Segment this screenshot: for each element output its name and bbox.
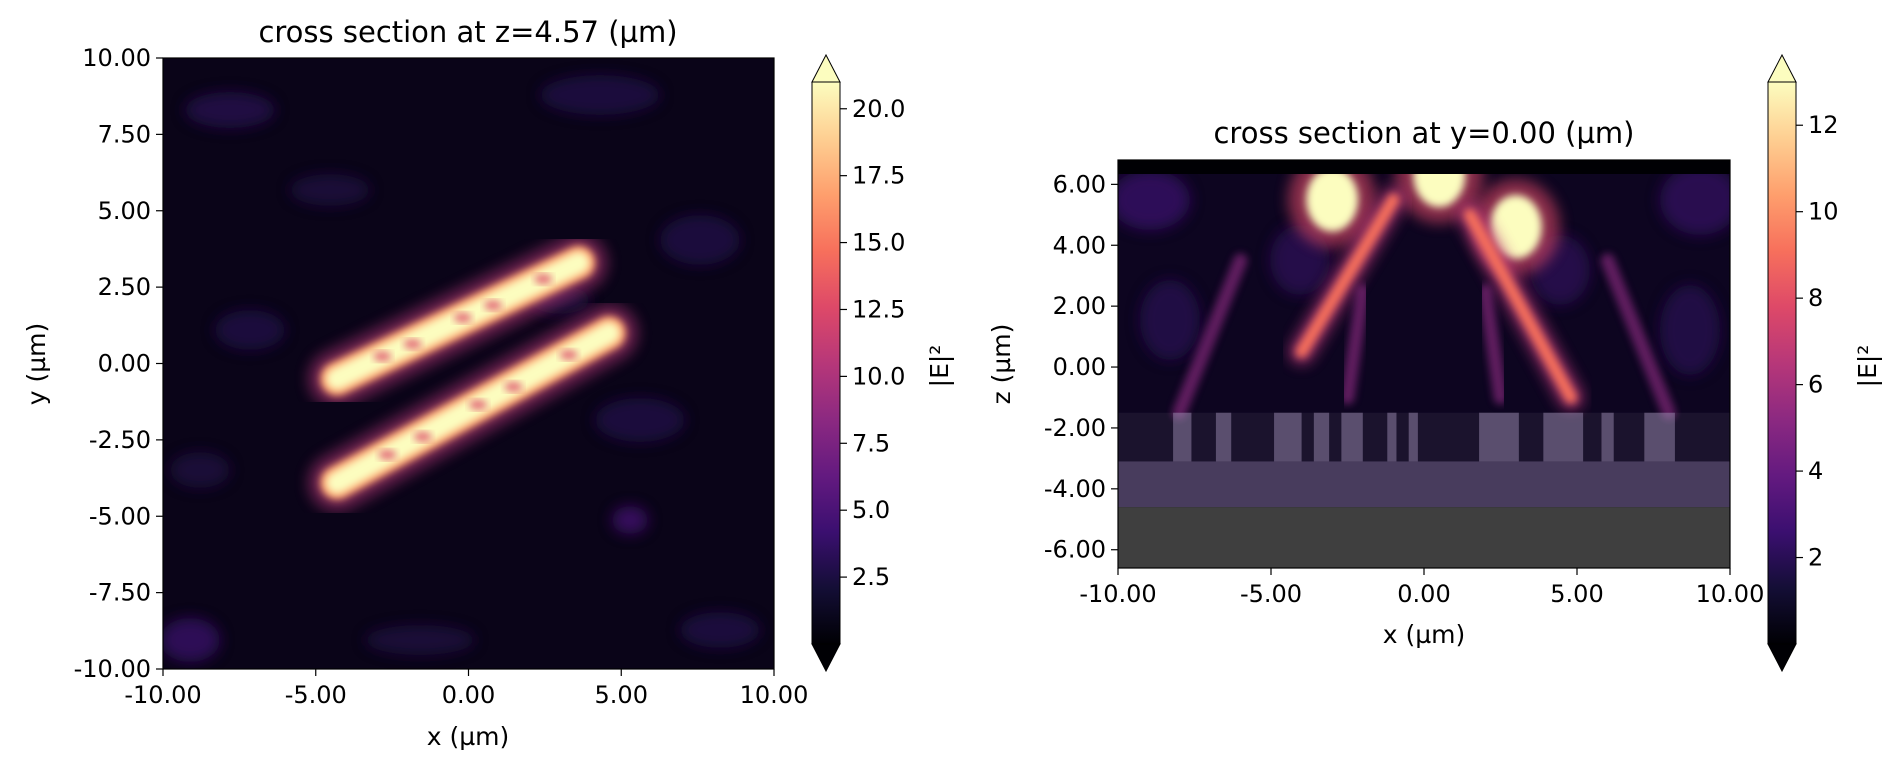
- panel-2-grating-pillar: [1543, 412, 1584, 462]
- panel-2-y-tick-label: -4.00: [1044, 475, 1106, 503]
- panel-2-colorbar-tick-label: 2: [1808, 544, 1823, 572]
- panel-2-grating-pillar: [1215, 412, 1232, 462]
- panel-2-x-tick-label: 5.00: [1550, 580, 1603, 608]
- panel-1-noise: [163, 75, 760, 662]
- panel-1-title: cross section at z=4.57 (µm): [258, 15, 677, 49]
- panel-2-colorbar-ticks: 12 10 8 6 4 2: [1796, 111, 1839, 572]
- panel-1-colorbar-bottom-extend: [811, 643, 841, 673]
- panel-2-y-tick-label: 4.00: [1053, 231, 1106, 259]
- panel-1-y-tick-label: 2.50: [98, 273, 151, 301]
- panel-2-secondary-streak: [1600, 253, 1676, 420]
- panel-1: cross section at z=4.57 (µm) -10.00 -5.00…: [22, 15, 954, 751]
- panel-1-y-tick-label: -7.50: [89, 579, 151, 607]
- panel-2-grating-pillar: [1274, 412, 1302, 462]
- panel-2-colorbar-body: [1767, 81, 1797, 645]
- panel-2-colorbar-label: |E|²: [1853, 345, 1882, 388]
- panel-1-x-tick-label: 5.00: [595, 681, 648, 709]
- panel-2-colorbar-top-extend: [1767, 53, 1797, 83]
- panel-2-x-tick-label: -10.00: [1079, 580, 1156, 608]
- panel-1-x-tick-label: 10.00: [740, 681, 809, 709]
- panel-1-y-tick-label: 0.00: [98, 350, 151, 378]
- panel-2-colorbar-tick-label: 8: [1808, 284, 1823, 312]
- panel-2-grating-pillar: [1387, 412, 1397, 462]
- panel-1-colorbar-tick-label: 20.0: [852, 95, 905, 123]
- panel-1-y-tick-label: 5.00: [98, 197, 151, 225]
- panel-1-y-tick-label: -10.00: [74, 655, 151, 683]
- panel-1-colorbar-tick-label: 10.0: [852, 362, 905, 390]
- panel-2-secondary-streak: [1172, 253, 1248, 420]
- panel-1-xlabel: x (µm): [427, 722, 510, 751]
- panel-1-background: [163, 58, 774, 669]
- panel-1-y-tick-label: 10.00: [82, 44, 151, 72]
- panel-2-secondary-streak: [1478, 283, 1508, 405]
- panel-2-field-lobes: [1172, 160, 1676, 420]
- panel-2-x-tick-label: 0.00: [1397, 580, 1450, 608]
- panel-2-feature-4: [1288, 186, 1407, 365]
- panel-1-x-tick-label: 0.00: [442, 681, 495, 709]
- panel-2-y-tick-label: 0.00: [1053, 353, 1106, 381]
- panel-2-grating-pillar: [1479, 412, 1519, 462]
- panel-1-colorbar-tick-label: 2.5: [852, 563, 890, 591]
- panel-2-y-tick-label: -6.00: [1044, 536, 1106, 564]
- panel-2-secondary-streak: [1340, 283, 1370, 405]
- panel-2-x-tick-label: 10.00: [1696, 580, 1765, 608]
- panel-2-layer: [1118, 461, 1730, 508]
- panel-2-feature-1: [1288, 160, 1377, 248]
- panel-2-grating-pillar: [1313, 412, 1330, 462]
- panel-2-grating-pillar: [1173, 412, 1192, 462]
- panel-2-colorbar: 12 10 8 6 4 2 |E|²: [1767, 53, 1882, 673]
- panel-1-colorbar-tick-label: 5.0: [852, 496, 890, 524]
- panel-2-colorbar-tick-label: 6: [1808, 371, 1823, 399]
- panel-2-grating-pillar: [1601, 412, 1614, 462]
- panel-2-colorbar-tick-label: 4: [1808, 457, 1823, 485]
- panel-2-y-tick-label: -2.00: [1044, 414, 1106, 442]
- panel-2-x-tick-label: -5.00: [1240, 580, 1302, 608]
- panel-2-ylabel: z (µm): [987, 324, 1016, 405]
- panel-2: cross section at y=0.00 (µm) -10.00 -5.00…: [987, 53, 1882, 673]
- panel-2-colorbar-tick-label: 12: [1808, 111, 1839, 139]
- panel-1-x-tick-label: -10.00: [124, 681, 201, 709]
- panel-1-x-ticks: -10.00 -5.00 0.00 5.00 10.00: [124, 669, 808, 709]
- panel-1-colorbar: 20.0 17.5 15.0 12.5 10.0 7.5 5.0 2.5 |E|²: [811, 53, 954, 673]
- panel-2-grating-pillar: [1644, 412, 1675, 462]
- panel-1-field-bands: [308, 233, 639, 512]
- panel-1-y-tick-label: -2.50: [89, 426, 151, 454]
- panel-2-title: cross section at y=0.00 (µm): [1213, 116, 1634, 150]
- panel-2-substrate: [1118, 507, 1730, 568]
- panel-1-heatmap: [163, 58, 774, 669]
- panel-2-grating-pillar: [1341, 412, 1363, 462]
- panel-1-y-ticks: 10.00 7.50 5.00 2.50 0.00 -2.50 -5.00 -7.50 -10.…: [74, 44, 163, 683]
- panel-2-grating-region: [1118, 412, 1730, 462]
- panel-1-band-1: [308, 233, 608, 408]
- panel-2-heatmap: [1118, 160, 1730, 568]
- panel-1-colorbar-tick-label: 12.5: [852, 295, 905, 323]
- panel-1-colorbar-label: |E|²: [925, 345, 954, 388]
- panel-1-y-tick-label: 7.50: [98, 120, 151, 148]
- panel-1-y-tick-label: -5.00: [89, 502, 151, 530]
- panel-2-feature-5: [1456, 201, 1584, 411]
- panel-2-y-tick-label: 6.00: [1053, 170, 1106, 198]
- panel-1-colorbar-tick-label: 17.5: [852, 162, 905, 190]
- panel-1-colorbar-tick-label: 7.5: [852, 429, 890, 457]
- panel-1-x-tick-label: -5.00: [285, 681, 347, 709]
- panel-2-y-ticks: 6.00 4.00 2.00 0.00 -2.00 -4.00 -6.00: [1044, 170, 1118, 564]
- panel-1-colorbar-tick-label: 15.0: [852, 229, 905, 257]
- panel-1-colorbar-ticks: 20.0 17.5 15.0 12.5 10.0 7.5 5.0 2.5: [840, 95, 905, 591]
- panel-2-colorbar-bottom-extend: [1767, 643, 1797, 673]
- panel-2-y-tick-label: 2.00: [1053, 292, 1106, 320]
- panel-2-x-ticks: -10.00 -5.00 0.00 5.00 10.00: [1079, 568, 1764, 608]
- panel-2-grating-pillar: [1408, 412, 1418, 462]
- panel-2-structures: [1118, 412, 1730, 568]
- panel-2-colorbar-tick-label: 10: [1808, 198, 1839, 226]
- panel-1-ylabel: y (µm): [22, 323, 51, 406]
- panel-1-colorbar-top-extend: [811, 53, 841, 83]
- panel-2-xlabel: x (µm): [1383, 620, 1466, 649]
- panel-2-top-strip: [1118, 160, 1730, 174]
- panel-1-band-2: [308, 303, 639, 512]
- panel-1-colorbar-body: [811, 81, 841, 645]
